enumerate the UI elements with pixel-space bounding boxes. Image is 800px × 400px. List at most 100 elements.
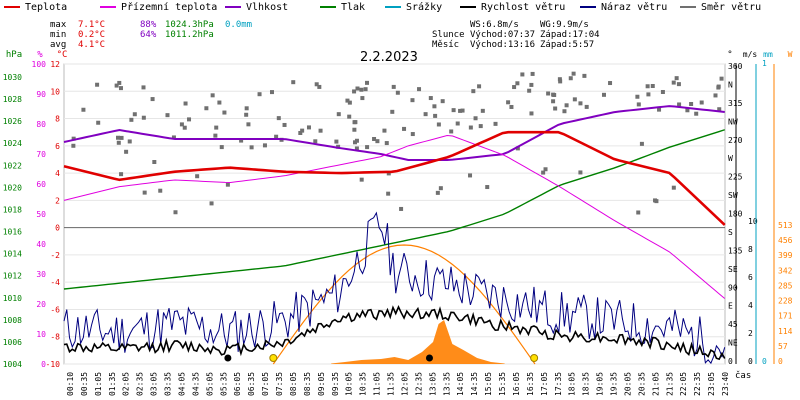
wind-direction-point bbox=[428, 96, 433, 101]
tick-label-time: 22:35 bbox=[693, 372, 702, 396]
wind-direction-point bbox=[214, 125, 219, 130]
tick-label-time: 08:05 bbox=[289, 372, 298, 396]
axis-label-pct: % bbox=[37, 50, 43, 60]
wind-direction-point bbox=[269, 90, 274, 95]
wind-direction-point bbox=[355, 86, 360, 91]
stat-min-label: min bbox=[50, 30, 67, 40]
wind-direction-point bbox=[347, 114, 352, 119]
wind-direction-point bbox=[410, 98, 415, 103]
wind-direction-point bbox=[455, 121, 460, 126]
wind-direction-point bbox=[458, 108, 463, 113]
wind-direction-point bbox=[713, 93, 718, 98]
wind-direction-point bbox=[653, 198, 658, 203]
tick-label-deg: E bbox=[728, 302, 733, 311]
wind-direction-point bbox=[433, 113, 438, 118]
wind-direction-point bbox=[132, 112, 137, 117]
tick-label-time: 10:05 bbox=[345, 372, 354, 396]
wind-direction-point bbox=[572, 97, 577, 102]
wind-direction-point bbox=[365, 145, 370, 150]
tick-label-deg: 0 bbox=[728, 357, 733, 366]
tick-label-pct: 70 bbox=[36, 150, 46, 159]
legend: Teplota Přízemní teplota Vlhkost Tlak Sr… bbox=[0, 0, 800, 16]
wind-direction-point bbox=[493, 121, 498, 126]
tick-label-time: 11:05 bbox=[373, 372, 382, 396]
tick-label-time: 17:05 bbox=[540, 372, 549, 396]
wind-direction-point bbox=[578, 170, 583, 175]
tick-label-time: 21:05 bbox=[651, 372, 660, 396]
tick-label-hpa: 1022 bbox=[3, 161, 22, 170]
tick-label-mm: 1 bbox=[762, 59, 767, 68]
tick-label-ms: 8 bbox=[748, 245, 753, 254]
tick-label-deg: N bbox=[728, 80, 733, 89]
tick-label-time: 14:05 bbox=[456, 372, 465, 396]
tick-label-hpa: 1026 bbox=[3, 117, 22, 126]
wind-direction-point bbox=[551, 99, 556, 104]
wind-direction-point bbox=[671, 80, 676, 85]
wind-direction-point bbox=[571, 71, 576, 76]
tick-label-hpa: 1028 bbox=[3, 95, 22, 104]
tick-label-degc: 6 bbox=[55, 142, 60, 151]
tick-label-degc: 8 bbox=[55, 115, 60, 124]
wind-direction-point bbox=[313, 139, 318, 144]
wind-direction-point bbox=[195, 174, 200, 179]
tick-label-deg: 315 bbox=[728, 99, 743, 108]
tick-label-time: 13:35 bbox=[442, 372, 451, 396]
wind-direction-point bbox=[375, 139, 380, 144]
tick-label-time: 15:35 bbox=[498, 372, 507, 396]
tick-label-time: 06:35 bbox=[247, 372, 256, 396]
wind-direction-point bbox=[449, 129, 454, 134]
wind-direction-point bbox=[173, 210, 178, 215]
wind-direction-point bbox=[716, 84, 721, 89]
wind-direction-point bbox=[116, 135, 121, 140]
tick-label-deg: NW bbox=[728, 117, 738, 126]
wind-direction-point bbox=[119, 172, 124, 177]
tick-label-wm2: 399 bbox=[778, 251, 793, 260]
tick-label-time: 03:35 bbox=[164, 372, 173, 396]
tick-label-deg: SE bbox=[728, 265, 738, 274]
tick-label-time: 01:35 bbox=[108, 372, 117, 396]
tick-label-time: 22:05 bbox=[679, 372, 688, 396]
wind-direction-point bbox=[353, 120, 358, 125]
tick-label-degc: -8 bbox=[50, 333, 60, 342]
tick-label-deg: 135 bbox=[728, 246, 743, 255]
tick-label-deg: S bbox=[728, 228, 733, 237]
wind-direction-point bbox=[129, 117, 134, 122]
wind-direction-point bbox=[543, 167, 548, 172]
wind-direction-point bbox=[485, 185, 490, 190]
stat-min-humidity: 64% bbox=[140, 30, 157, 40]
wind-direction-point bbox=[291, 80, 296, 85]
tick-label-time: 12:35 bbox=[414, 372, 423, 396]
wind-direction-point bbox=[165, 113, 170, 118]
wind-direction-point bbox=[582, 73, 587, 78]
tick-label-pct: 50 bbox=[36, 210, 46, 219]
wind-direction-point bbox=[674, 76, 679, 81]
wind-direction-point bbox=[300, 128, 305, 133]
wind-direction-point bbox=[671, 185, 676, 190]
legend-item-humidity: Vlhkost bbox=[225, 2, 288, 13]
tick-label-pct: 10 bbox=[36, 330, 46, 339]
wind-direction-point bbox=[142, 190, 147, 195]
tick-label-ms: 10 bbox=[748, 217, 758, 226]
wind-direction-point bbox=[717, 107, 722, 112]
wind-direction-point bbox=[471, 89, 476, 94]
tick-label-deg: 180 bbox=[728, 210, 743, 219]
wind-direction-point bbox=[359, 87, 364, 92]
tick-label-time: 20:05 bbox=[623, 372, 632, 396]
axis-label-wm2: W bbox=[788, 50, 793, 59]
wind-direction-point bbox=[257, 92, 262, 97]
wind-direction-point bbox=[117, 80, 122, 85]
wind-direction-point bbox=[699, 100, 704, 105]
tick-label-wm2: 228 bbox=[778, 297, 793, 306]
stat-moon-label: Měsíc bbox=[432, 40, 460, 50]
wind-direction-point bbox=[217, 100, 222, 105]
wind-direction-point bbox=[578, 101, 583, 106]
tick-label-hpa: 1012 bbox=[3, 272, 22, 281]
wind-direction-point bbox=[352, 89, 357, 94]
wind-direction-point bbox=[114, 83, 119, 88]
wind-direction-point bbox=[219, 145, 224, 150]
wind-direction-point bbox=[676, 82, 681, 87]
tick-label-degc: 2 bbox=[55, 196, 60, 205]
tick-label-deg: 360 bbox=[728, 62, 743, 71]
tick-label-deg: 225 bbox=[728, 173, 743, 182]
